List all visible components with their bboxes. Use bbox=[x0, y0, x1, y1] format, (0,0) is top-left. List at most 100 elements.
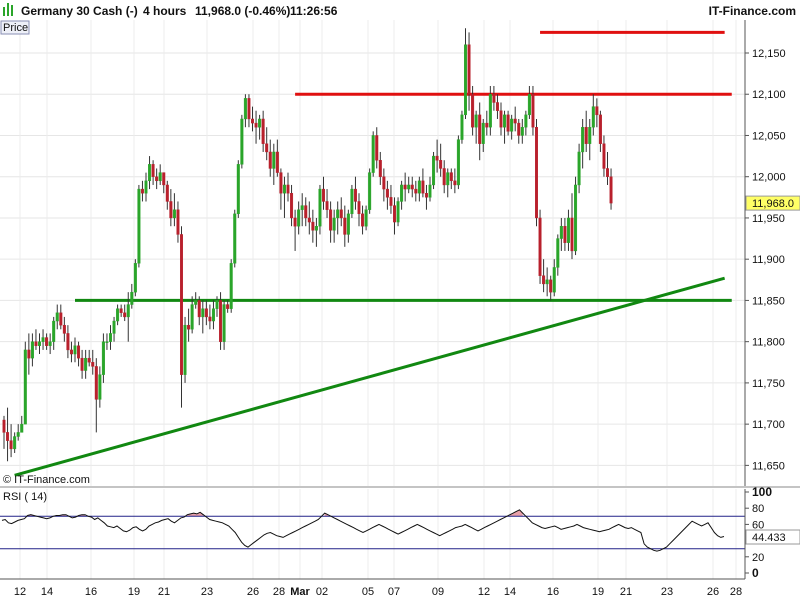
last-price-label: 11,968.0 bbox=[752, 198, 794, 210]
candle-body bbox=[346, 213, 350, 235]
candle-body bbox=[41, 337, 45, 342]
candle bbox=[162, 172, 166, 194]
candle-body bbox=[464, 44, 468, 116]
candle-body bbox=[126, 304, 130, 318]
candle bbox=[45, 333, 49, 350]
candle-body bbox=[45, 337, 49, 346]
candle bbox=[119, 304, 123, 317]
x-tick-label: Mar bbox=[290, 586, 310, 598]
candle bbox=[165, 180, 169, 210]
candle-body bbox=[48, 341, 52, 346]
candle bbox=[314, 217, 318, 247]
candle bbox=[464, 28, 468, 119]
candle-body bbox=[527, 94, 531, 116]
candle bbox=[407, 176, 411, 194]
candle bbox=[268, 139, 272, 177]
candle-body bbox=[361, 213, 365, 227]
candle bbox=[34, 329, 38, 350]
candle bbox=[20, 415, 24, 433]
candle bbox=[41, 329, 45, 350]
candle-body bbox=[506, 114, 510, 132]
candle-body bbox=[378, 160, 382, 177]
candle bbox=[183, 316, 187, 383]
candle-body bbox=[332, 217, 336, 231]
candle bbox=[332, 209, 336, 243]
candle bbox=[158, 164, 162, 185]
candle bbox=[439, 143, 443, 177]
candle-body bbox=[123, 312, 127, 318]
candle-body bbox=[588, 127, 592, 144]
candle bbox=[84, 349, 88, 379]
candle-body bbox=[290, 193, 294, 219]
header-icon bbox=[3, 3, 13, 16]
candle bbox=[187, 308, 191, 342]
price-label-box bbox=[0, 20, 30, 35]
candle-body bbox=[183, 324, 187, 375]
candle-body bbox=[73, 345, 77, 355]
candle-body bbox=[467, 44, 471, 95]
price-tick-label: 12,000 bbox=[752, 172, 786, 184]
instrument-title: Germany 30 Cash (-) bbox=[21, 4, 138, 18]
candle-body bbox=[268, 151, 272, 169]
x-tick-label: 21 bbox=[620, 586, 632, 598]
candle-body bbox=[414, 188, 418, 194]
candle-body bbox=[158, 172, 162, 182]
candle-body bbox=[229, 263, 233, 309]
candle-body bbox=[208, 316, 212, 322]
candle bbox=[59, 304, 63, 330]
candle bbox=[179, 226, 183, 408]
candle-body bbox=[165, 184, 169, 202]
candle-body bbox=[219, 300, 223, 342]
candle-body bbox=[2, 419, 6, 433]
candle bbox=[353, 176, 357, 210]
candle-body bbox=[197, 300, 201, 318]
candle bbox=[148, 156, 152, 190]
candle bbox=[382, 168, 386, 202]
candle-body bbox=[368, 172, 372, 210]
candle bbox=[108, 325, 112, 350]
candle-body bbox=[265, 143, 269, 153]
candle bbox=[421, 168, 425, 198]
candle-body bbox=[119, 308, 123, 313]
candle-body bbox=[87, 357, 91, 363]
candle-body bbox=[133, 263, 137, 293]
x-tick-label: 05 bbox=[362, 586, 374, 598]
candle-body bbox=[116, 308, 120, 322]
candle bbox=[481, 118, 485, 152]
candle-body bbox=[428, 184, 432, 198]
candle bbox=[190, 296, 194, 334]
candle-body bbox=[559, 225, 563, 239]
price-tick-label: 11,800 bbox=[752, 337, 785, 349]
candle bbox=[275, 139, 279, 177]
candle bbox=[609, 168, 613, 210]
candle bbox=[112, 316, 116, 342]
candle-body bbox=[38, 341, 42, 346]
candle bbox=[307, 201, 311, 235]
candle-body bbox=[513, 118, 517, 124]
candle bbox=[531, 85, 535, 136]
candle bbox=[197, 296, 201, 326]
candle bbox=[226, 300, 230, 313]
candle bbox=[378, 151, 382, 185]
candle-body bbox=[503, 114, 507, 128]
rsi-tick-label: 100 bbox=[752, 485, 772, 499]
candle-body bbox=[393, 205, 397, 223]
title-bar bbox=[0, 0, 800, 20]
candle bbox=[559, 217, 563, 251]
candle bbox=[424, 184, 428, 210]
x-tick-label: 23 bbox=[661, 586, 673, 598]
candle-body bbox=[453, 180, 457, 186]
candle-body bbox=[282, 184, 286, 194]
candle bbox=[329, 201, 333, 243]
candle bbox=[474, 110, 478, 144]
candle bbox=[233, 209, 237, 268]
candle bbox=[563, 217, 567, 251]
candle-body bbox=[98, 374, 102, 400]
candle bbox=[414, 180, 418, 202]
x-tick-label: 12 bbox=[14, 586, 26, 598]
candle bbox=[229, 259, 233, 313]
candle bbox=[403, 172, 407, 202]
candle-body bbox=[538, 217, 542, 276]
candle-body bbox=[155, 176, 159, 182]
